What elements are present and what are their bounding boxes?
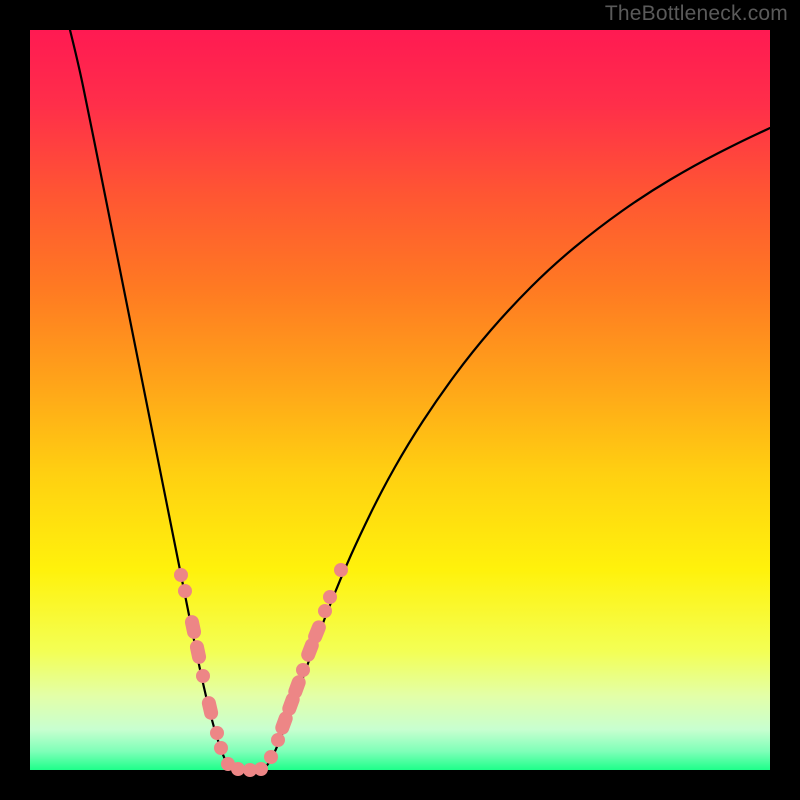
gradient-background: [30, 30, 770, 770]
chart-root: TheBottleneck.com: [0, 0, 800, 800]
watermark-text: TheBottleneck.com: [605, 2, 788, 26]
